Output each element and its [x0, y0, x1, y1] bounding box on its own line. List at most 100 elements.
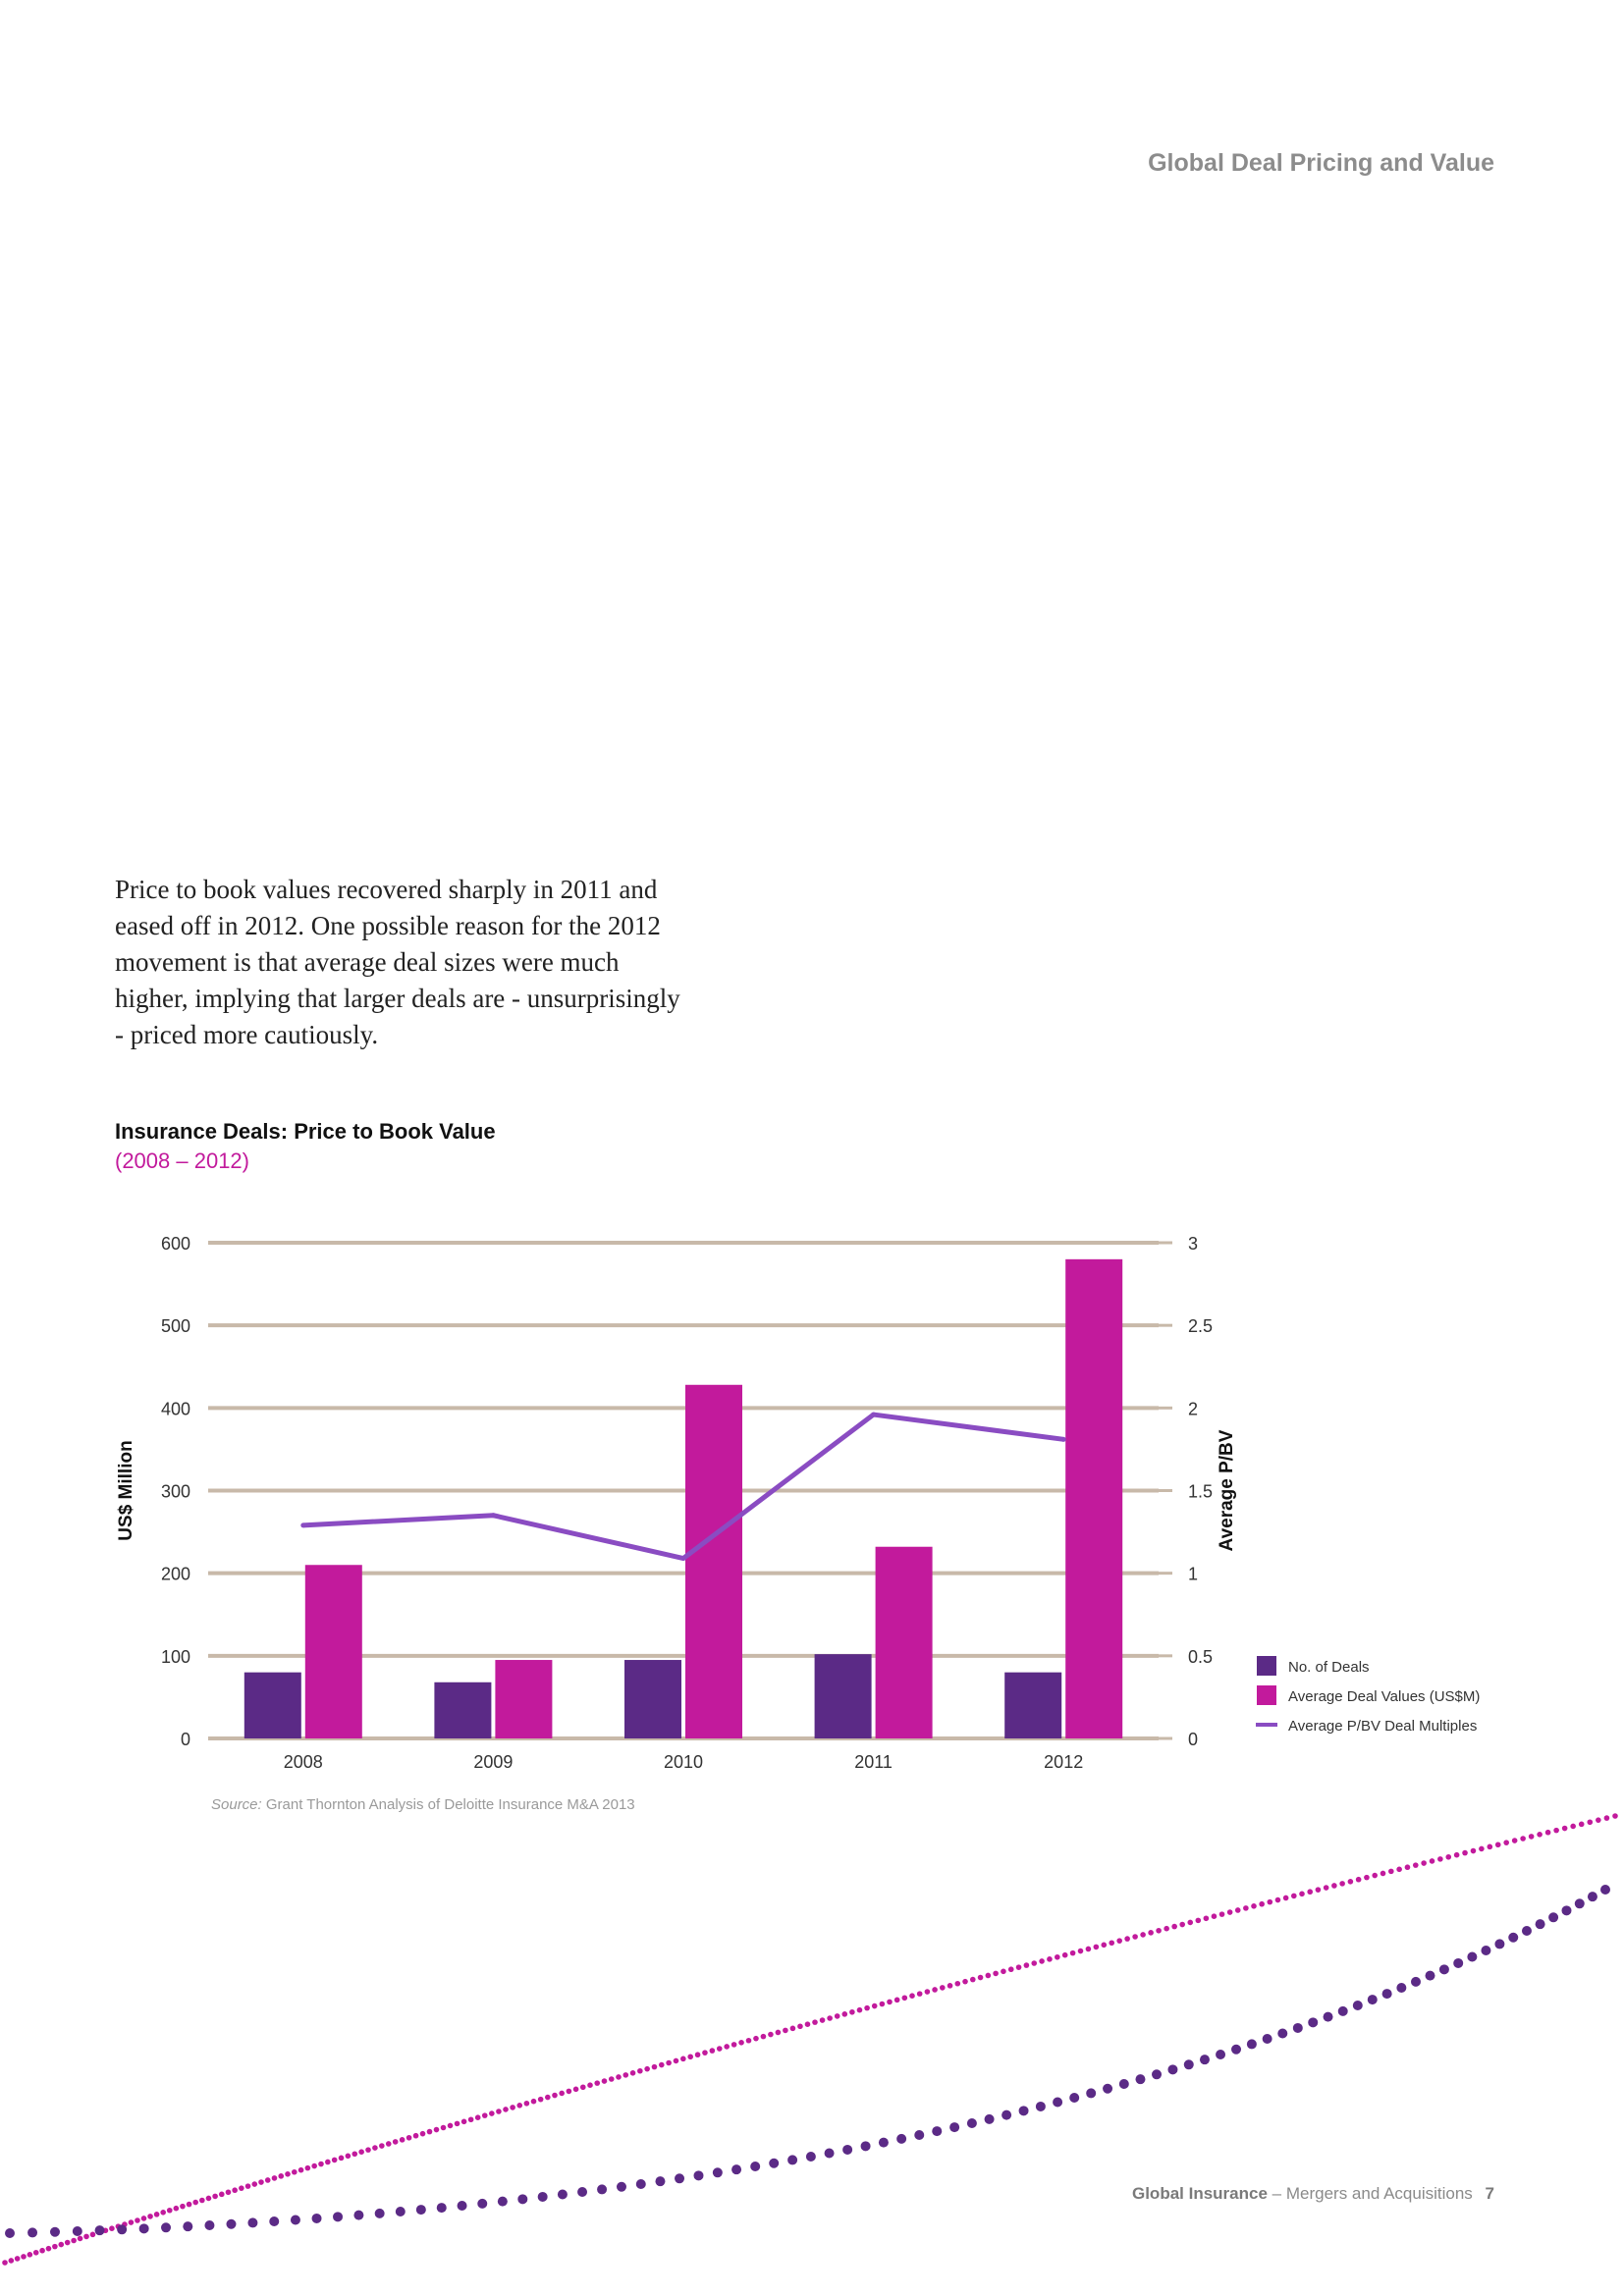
y-right-tick-label: 1.5 [1188, 1482, 1213, 1502]
line-avg-pbv-multiples [302, 1412, 1064, 1562]
y-right-tick-label: 2 [1188, 1399, 1198, 1418]
decorative-dot [239, 2185, 244, 2191]
decorative-dot [969, 1976, 976, 1983]
decorative-dot [204, 2220, 215, 2230]
x-tick-label: 2010 [664, 1752, 703, 1772]
decorative-dot [651, 2063, 658, 2070]
decorative-dot [251, 2181, 258, 2187]
decorative-dot [577, 2187, 588, 2197]
decorative-dot [1179, 1921, 1185, 1928]
decorative-dot [1234, 1907, 1241, 1913]
decorative-dot [1132, 1934, 1138, 1940]
decorative-dot [1243, 1905, 1249, 1911]
decorative-dot [1535, 1919, 1545, 1930]
decorative-dot [1077, 1948, 1084, 1954]
decorative-dot [1520, 1836, 1526, 1842]
decorative-dot [1596, 1817, 1601, 1823]
decorative-dot [1352, 2001, 1363, 2010]
decorative-dot [1587, 1819, 1594, 1826]
decorative-dot [1323, 2011, 1333, 2022]
decorative-dot [579, 2084, 586, 2091]
decorative-dot [1231, 2044, 1242, 2055]
decorative-dot [1001, 2109, 1012, 2120]
decorative-dot [787, 2155, 798, 2165]
decorative-dot [205, 2195, 212, 2202]
decorative-dot [311, 2163, 317, 2169]
decorative-dot [1061, 1951, 1068, 1958]
decorative-dot [1140, 1932, 1146, 1938]
decorative-dot [1372, 1872, 1379, 1879]
decorative-dot [738, 2040, 744, 2046]
decorative-dot [1578, 1821, 1585, 1828]
decorative-dot [298, 2166, 304, 2173]
decorative-dot [709, 2048, 716, 2054]
decorative-dot [724, 2044, 730, 2050]
decorative-dot [457, 2201, 467, 2211]
decorative-dot [1429, 1858, 1435, 1864]
decorative-dot [966, 2118, 977, 2128]
decorative-dot [244, 2183, 251, 2189]
decorative-dot [1124, 1936, 1130, 1942]
decorative-dot [557, 2189, 568, 2200]
decorative-dot [552, 2092, 558, 2099]
decorative-dot [1521, 1926, 1532, 1936]
decorative-dot [503, 2107, 509, 2112]
line-point-2012 [1060, 1436, 1066, 1442]
footer-subtitle: Mergers and Acquisitions [1285, 2184, 1473, 2203]
decorative-dot [797, 2023, 803, 2030]
decorative-dot [760, 2033, 767, 2040]
decorative-dot [199, 2197, 205, 2204]
decorative-dot [128, 2219, 135, 2225]
decorative-dot [675, 2173, 685, 2184]
decorative-dot [1470, 1847, 1477, 1854]
decorative-dot [49, 2226, 60, 2237]
decorative-dot [1118, 2079, 1129, 2089]
decorative-dot [1259, 1900, 1265, 1907]
decorative-dot [896, 2133, 907, 2144]
decorative-dot [1282, 1895, 1289, 1901]
decorative-dot [72, 2226, 82, 2236]
decorative-dot [1262, 2034, 1272, 2044]
y-tick-label: 0 [181, 1730, 190, 1749]
decorative-dot [1274, 1896, 1281, 1903]
source-text: Grant Thornton Analysis of Deloitte Insu… [265, 1796, 635, 1813]
x-tick-label: 2012 [1044, 1752, 1083, 1772]
decorative-dot [180, 2203, 186, 2210]
decorative-dot [1537, 1832, 1543, 1838]
chart: 0 100 200 300 400 500 600 0 0.5 1 1.5 2 2.5 3 US$ Mill… [116, 1234, 1480, 1772]
decorative-dot [789, 2025, 796, 2032]
decorative-dot [616, 2181, 626, 2192]
decorative-dot [993, 1970, 999, 1977]
y-tick-label: 200 [161, 1565, 190, 1584]
decorative-dot [477, 2198, 488, 2209]
decorative-dot [1203, 1915, 1210, 1922]
decorative-dot [559, 2090, 565, 2097]
decorative-dot [842, 2144, 853, 2155]
decorative-dot [147, 2214, 153, 2219]
decorative-dot [1116, 1938, 1122, 1944]
decorative-dot [1101, 1942, 1108, 1949]
decorative-dot [1086, 2088, 1097, 2099]
decorative-dot [587, 2082, 593, 2088]
bar-no-of-deals-2009 [434, 1682, 492, 1738]
decorative-dot [8, 2258, 15, 2264]
decorative-dot [827, 2015, 833, 2021]
y-right-tick-label: 3 [1188, 1234, 1198, 1254]
decorative-dot [225, 2189, 232, 2196]
decorative-dot [406, 2134, 412, 2141]
decorative-dot [753, 2035, 759, 2042]
decorative-dot [1548, 1912, 1559, 1923]
decorative-dot [291, 2168, 298, 2175]
decorative-dot [1251, 1903, 1257, 1909]
decorative-dot [64, 2239, 71, 2246]
y-tick-label: 400 [161, 1399, 190, 1418]
decorative-dot [949, 2122, 960, 2133]
x-tick-label: 2008 [284, 1752, 323, 1772]
bar-no-of-deals-2011 [814, 1654, 872, 1738]
decorative-dot [45, 2245, 52, 2252]
decorative-dot [680, 2056, 686, 2062]
decorative-dot [481, 2112, 488, 2118]
decorative-dot [1561, 1825, 1568, 1832]
decorative-dot [1135, 2074, 1146, 2085]
decorative-dot [1396, 1866, 1402, 1873]
